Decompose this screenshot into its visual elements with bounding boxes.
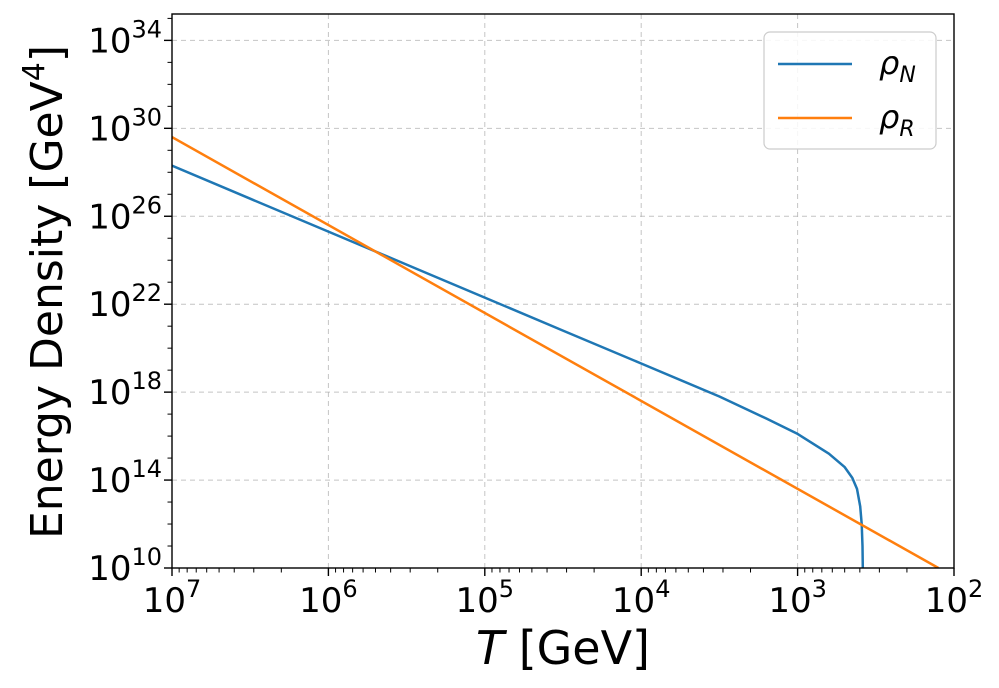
series-line-rho-r: [172, 136, 940, 568]
legend-box: [763, 31, 937, 150]
y-tick-label: 1018: [88, 367, 162, 413]
x-tick-labels: 107 106 105 104 103 102: [143, 575, 984, 621]
minor-ticks: [167, 17, 908, 573]
y-tick-label: 1014: [88, 455, 162, 501]
x-tick-label: 106: [299, 575, 358, 621]
y-tick-label: 1026: [88, 191, 162, 237]
y-tick-label: 1010: [88, 543, 162, 589]
x-tick-label: 104: [612, 575, 671, 621]
legend-label-rho-r: ρR: [879, 98, 915, 142]
y-tick-label: 1022: [88, 279, 162, 325]
x-tick-label: 102: [925, 575, 984, 621]
y-tick-labels: 1010 1014 1018 1022 1026 1030 1034: [88, 15, 162, 589]
x-tick-label: 107: [143, 575, 202, 621]
y-tick-label: 1034: [88, 15, 162, 61]
legend: ρN ρR: [763, 31, 937, 150]
x-tick-label: 105: [456, 575, 515, 621]
series-layer: [172, 136, 940, 568]
x-tick-label: 103: [768, 575, 827, 621]
x-axis-label: T [GeV]: [476, 621, 650, 675]
y-axis-label: Energy Density [GeV4]: [17, 45, 73, 539]
plot-frame: [171, 13, 955, 569]
y-tick-label: 1030: [88, 103, 162, 149]
series-line-rho-n: [172, 164, 865, 568]
major-ticks: [164, 39, 955, 576]
legend-label-rho-n: ρN: [879, 44, 916, 88]
